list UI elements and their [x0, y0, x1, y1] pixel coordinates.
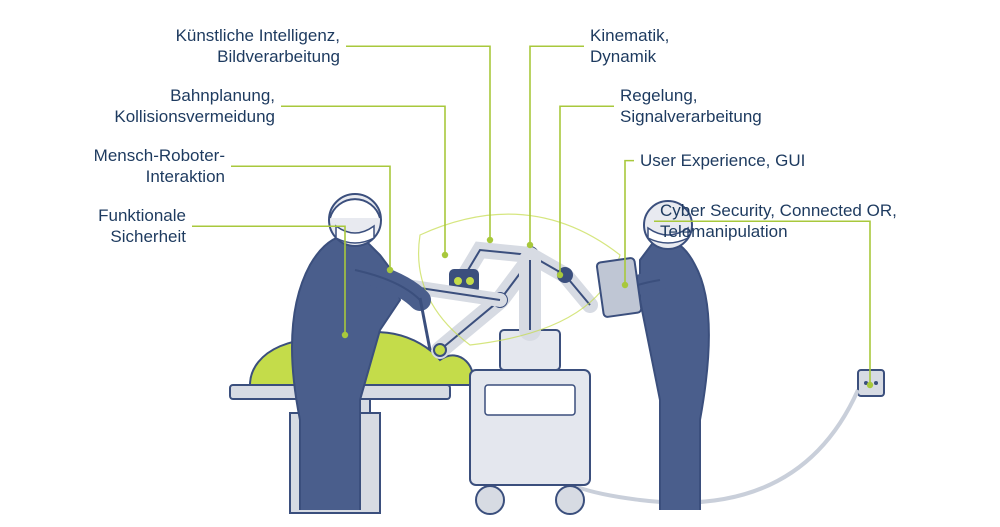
infographic-stage: Funktionale Sicherheit Mensch-Roboter- In… — [0, 0, 1000, 527]
callout-func_safety: Funktionale Sicherheit — [98, 205, 186, 248]
callout-path: Bahnplanung, Kollisionsvermeidung — [114, 85, 275, 128]
callout-kin: Kinematik, Dynamik — [590, 25, 669, 68]
callout-hri: Mensch-Roboter- Interaktion — [94, 145, 225, 188]
callout-ctrl: Regelung, Signalverarbeitung — [620, 85, 762, 128]
callout-ai: Künstliche Intelligenz, Bildverarbeitung — [176, 25, 340, 68]
callout-ux: User Experience, GUI — [640, 150, 805, 171]
callout-cyber: Cyber Security, Connected OR, Telemanipu… — [660, 200, 897, 243]
leader-lines — [0, 0, 1000, 527]
